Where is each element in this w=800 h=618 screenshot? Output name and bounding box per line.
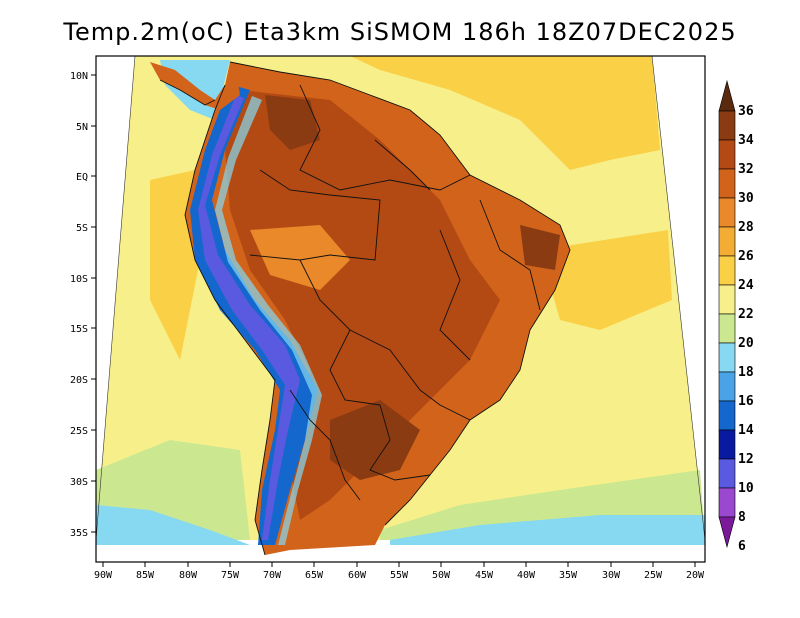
ocean-warm-band (350, 56, 660, 170)
lon-label: 90W (94, 570, 113, 581)
lat-label: 10S (70, 274, 88, 285)
colorbar-segment (718, 226, 736, 257)
andes-very-cold (198, 95, 300, 540)
land-very-hot-north (265, 95, 320, 150)
lat-label: 25S (70, 426, 88, 437)
colorbar-label: 12 (738, 452, 754, 467)
colorbar-label: 14 (738, 423, 754, 438)
colorbar-segment (718, 313, 736, 344)
colorbar-segment (718, 371, 736, 402)
lon-label: 75W (221, 570, 240, 581)
land-hot-core (225, 90, 500, 520)
ocean-cold-south-west (96, 505, 250, 545)
land-warm-amazon (250, 225, 350, 290)
lon-label: 80W (179, 570, 198, 581)
colorbar-label: 30 (738, 191, 754, 206)
colorbar-bottom-arrow (718, 516, 736, 549)
andes-light-cold (215, 96, 322, 545)
colorbar-segment (718, 139, 736, 170)
colorbar-label: 26 (738, 249, 754, 264)
map-canvas (96, 56, 705, 556)
lon-label: 65W (305, 570, 324, 581)
colorbar-label: 20 (738, 336, 754, 351)
latitude-axis: 10N 5N EQ 5S 10S 15S 20S 25S 30S 35S (70, 71, 96, 539)
land-very-hot-chaco (330, 400, 420, 480)
colorbar-segment (718, 429, 736, 460)
colorbar-label: 34 (738, 133, 754, 148)
colorbar-label: 28 (738, 220, 754, 235)
colorbar-label: 10 (738, 481, 754, 496)
colorbar-top-arrow (718, 79, 736, 112)
colorbar-segment (718, 197, 736, 228)
colorbar-labels: 36 34 32 30 28 26 24 22 20 18 16 14 12 1… (738, 104, 754, 554)
colorbar-segment (718, 458, 736, 489)
lon-label: 70W (263, 570, 282, 581)
colorbar-segment (718, 487, 736, 518)
colorbar-label: 32 (738, 162, 754, 177)
colorbar-label: 6 (738, 539, 746, 554)
longitude-axis: 90W 85W 80W 75W 70W 65W 60W 55W 50W 45W … (94, 562, 705, 581)
ocean-warm-band-south (540, 230, 672, 330)
lon-label: 50W (432, 570, 451, 581)
lat-label: 5S (76, 223, 88, 234)
lon-label: 55W (390, 570, 409, 581)
lat-label: EQ (76, 172, 88, 183)
lon-label: 60W (348, 570, 367, 581)
country-borders (159, 61, 571, 556)
colorbar-label: 24 (738, 278, 754, 293)
colorbar-segment (718, 110, 736, 141)
ocean-cold-south-east (390, 515, 705, 545)
lon-label: 45W (475, 570, 494, 581)
colorbar-segments (718, 79, 736, 549)
lon-label: 85W (136, 570, 155, 581)
colorbar-label: 8 (738, 510, 746, 525)
colorbar-label: 16 (738, 394, 754, 409)
colorbar-label: 22 (738, 307, 754, 322)
lon-label: 30W (602, 570, 621, 581)
colorbar: 36 34 32 30 28 26 24 22 20 18 16 14 12 1… (718, 79, 754, 554)
domain-edge (96, 56, 705, 541)
colorbar-segment (718, 255, 736, 286)
lat-label: 10N (70, 71, 88, 82)
colorbar-segment (718, 168, 736, 199)
lat-label: 35S (70, 528, 88, 539)
lon-label: 20W (686, 570, 705, 581)
lat-label: 30S (70, 477, 88, 488)
lat-label: 5N (76, 122, 88, 133)
plot-frame (95, 55, 706, 563)
lon-label: 35W (559, 570, 578, 581)
colorbar-label: 36 (738, 104, 754, 119)
map-title: Temp.2m(oC) Eta3km SiSMOM 186h 18Z07DEC2… (63, 18, 737, 46)
central-america-land (150, 62, 240, 110)
lon-label: 25W (644, 570, 663, 581)
colorbar-segment (718, 400, 736, 431)
land-very-hot-east (520, 225, 560, 270)
lat-label: 15S (70, 324, 88, 335)
colorbar-segment (718, 284, 736, 315)
lon-label: 40W (517, 570, 536, 581)
colorbar-label: 18 (738, 365, 754, 380)
lat-label: 20S (70, 375, 88, 386)
colorbar-segment (718, 342, 736, 373)
